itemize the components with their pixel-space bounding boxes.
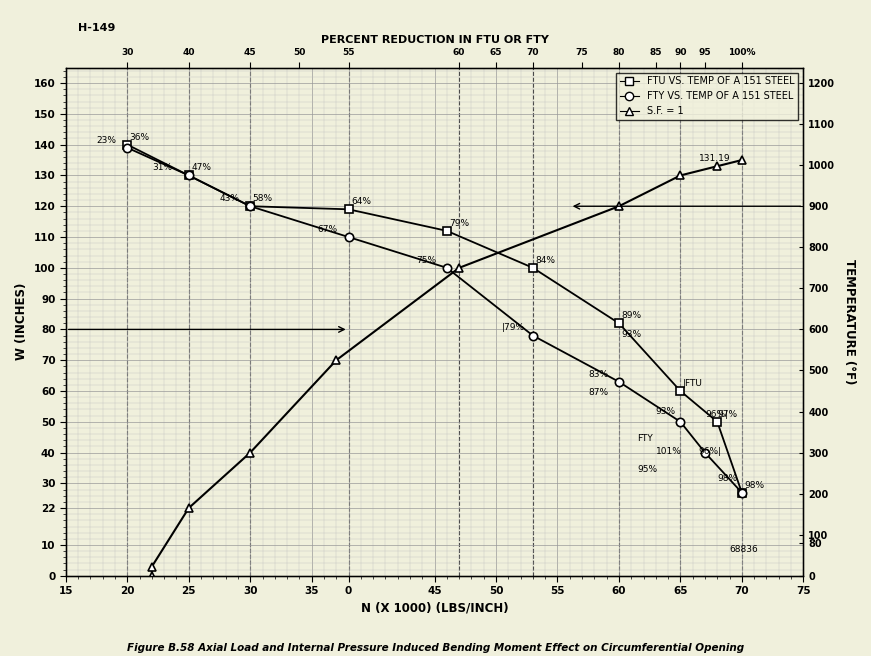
Text: 58%: 58% [253, 194, 273, 203]
Text: 87%: 87% [588, 388, 608, 397]
Text: 89%: 89% [621, 311, 642, 320]
Text: 47%: 47% [192, 163, 211, 173]
Text: 31%: 31% [152, 163, 172, 173]
Text: |79%: |79% [503, 323, 525, 333]
Text: 131.19: 131.19 [699, 154, 731, 163]
Text: 64%: 64% [351, 197, 371, 206]
Text: 75%: 75% [416, 256, 436, 265]
Legend: FTU VS. TEMP OF A 151 STEEL, FTY VS. TEMP OF A 151 STEEL, S.F. = 1: FTU VS. TEMP OF A 151 STEEL, FTY VS. TEM… [616, 73, 799, 120]
Text: Figure B.58 Axial Load and Internal Pressure Induced Bending Moment Effect on Ci: Figure B.58 Axial Load and Internal Pres… [127, 643, 744, 653]
Text: 93%: 93% [621, 330, 642, 338]
Text: 101%: 101% [656, 447, 682, 456]
Text: 98%: 98% [745, 481, 765, 489]
Text: H-149: H-149 [78, 23, 116, 33]
Text: 93%: 93% [656, 407, 676, 416]
Text: 83%: 83% [588, 370, 608, 379]
Text: 96%|: 96%| [705, 410, 728, 419]
X-axis label: N (X 1000) (LBS/INCH): N (X 1000) (LBS/INCH) [361, 602, 509, 615]
Text: 97%: 97% [718, 410, 738, 419]
X-axis label: PERCENT REDUCTION IN FTU OR FTY: PERCENT REDUCTION IN FTU OR FTY [321, 35, 549, 45]
Text: 84%: 84% [536, 256, 556, 265]
Y-axis label: TEMPERATURE (°F): TEMPERATURE (°F) [843, 259, 856, 384]
Text: 98%: 98% [718, 474, 738, 483]
Y-axis label: W (INCHES): W (INCHES) [15, 283, 28, 360]
Text: FTY: FTY [638, 434, 653, 443]
Text: 96%|: 96%| [699, 447, 722, 456]
Text: 36%: 36% [130, 133, 150, 142]
Text: |FTU: |FTU [683, 379, 703, 388]
Text: 95%: 95% [638, 465, 658, 474]
Text: 43%: 43% [219, 194, 240, 203]
Text: 68836: 68836 [730, 545, 759, 554]
Text: 79%: 79% [449, 219, 469, 228]
Text: 67%: 67% [318, 225, 338, 234]
Text: 23%: 23% [97, 136, 117, 144]
